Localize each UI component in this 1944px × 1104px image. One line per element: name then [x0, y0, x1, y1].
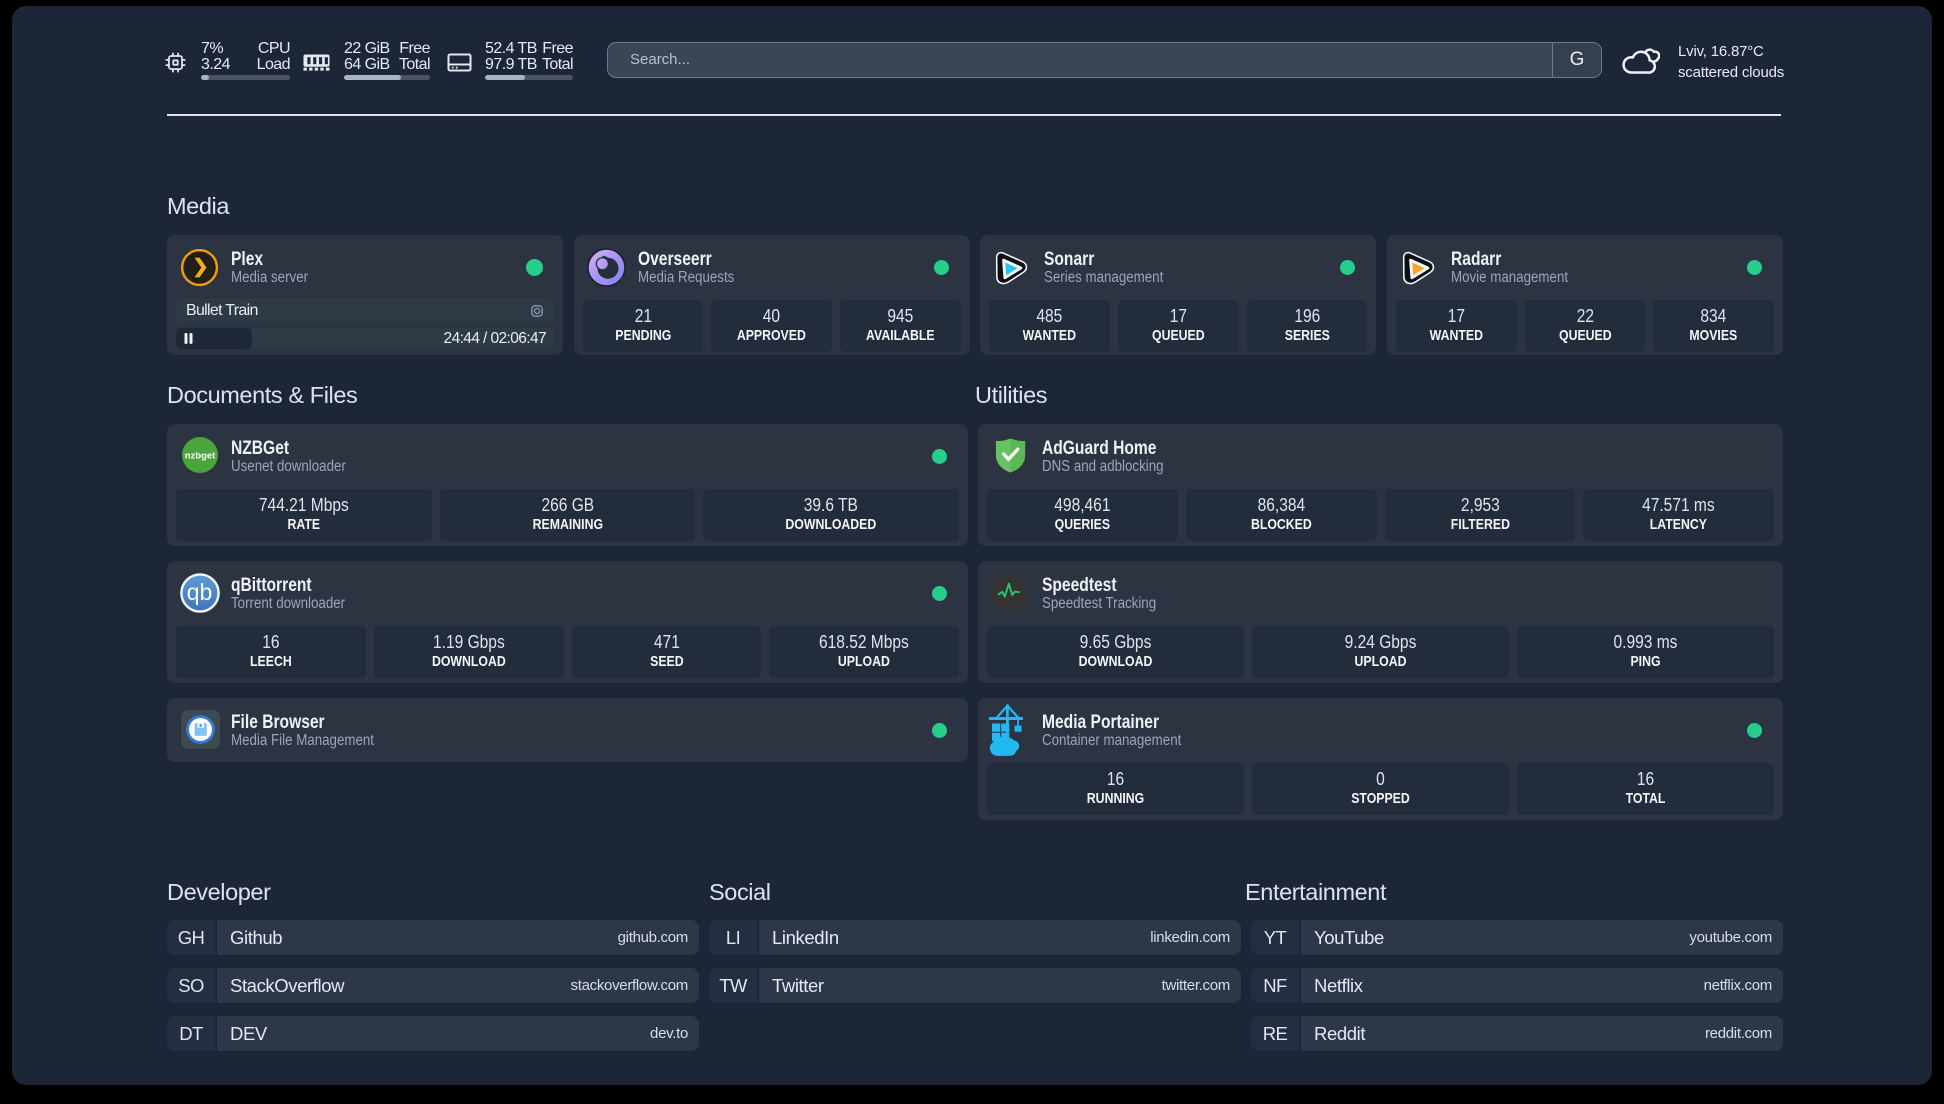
svg-text:qb: qb: [187, 579, 213, 605]
svg-text:nzbget: nzbget: [185, 451, 216, 462]
